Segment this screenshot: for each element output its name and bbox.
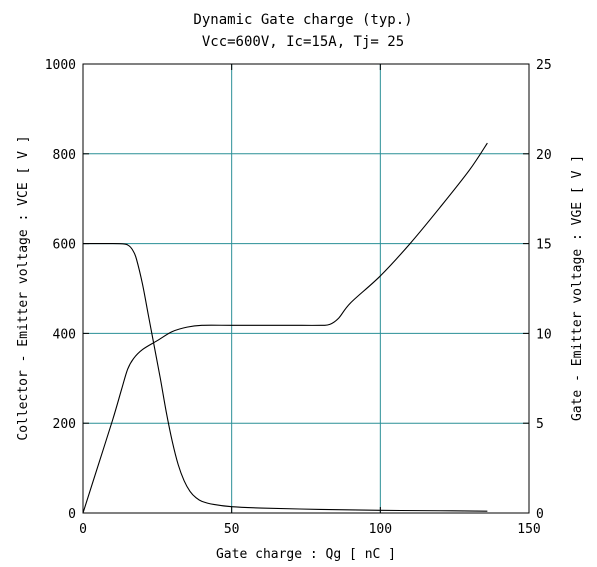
chart-title: Dynamic Gate charge (typ.)	[193, 12, 412, 28]
y-tick-label: 200	[53, 417, 76, 432]
x-tick-label: 150	[517, 522, 540, 537]
x-axis-label: Gate charge : Qg [ nC ]	[216, 547, 396, 562]
y2-axis-label: Gate - Emitter voltage : VGE [ V ]	[570, 155, 585, 421]
y2-tick-label: 0	[536, 507, 544, 522]
chart-subtitle: Vcc=600V, Ic=15A, Tj= 25	[202, 34, 404, 50]
y-tick-label: 400	[53, 327, 76, 342]
y-axis-label: Collector - Emitter voltage : VCE [ V ]	[16, 135, 31, 440]
x-tick-label: 50	[224, 522, 240, 537]
y-tick-label: 800	[53, 148, 76, 163]
y-tick-label: 1000	[45, 58, 76, 73]
y-tick-label: 0	[68, 507, 76, 522]
vge-curve	[82, 142, 488, 514]
tick-layer	[82, 63, 530, 514]
y2-tick-label: 15	[536, 238, 552, 253]
y2-tick-label: 5	[536, 417, 544, 432]
y2-tick-label: 25	[536, 58, 552, 73]
series-layer	[82, 142, 488, 514]
y2-tick-label: 20	[536, 148, 552, 163]
vce-curve	[82, 243, 488, 512]
y-tick-label: 600	[53, 238, 76, 253]
plot-frame	[82, 63, 530, 514]
grid-layer	[83, 64, 529, 513]
y2-tick-label: 10	[536, 327, 552, 342]
x-tick-label: 0	[79, 522, 87, 537]
x-tick-label: 100	[369, 522, 392, 537]
